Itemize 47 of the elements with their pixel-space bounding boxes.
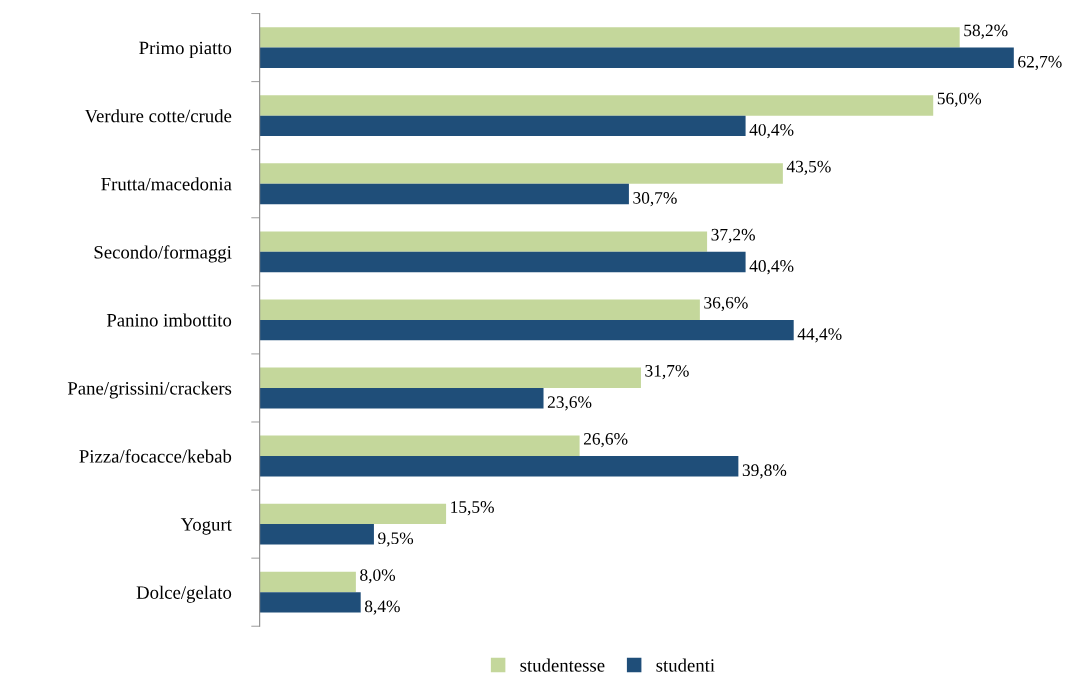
bar — [259, 367, 641, 388]
data-label: 40,4% — [749, 260, 794, 275]
bar — [259, 183, 629, 205]
data-label: 15,5% — [451, 501, 494, 516]
data-label: 9,5% — [378, 532, 414, 547]
data-label: 30,7% — [633, 192, 677, 207]
y-tick-label: Pizza/focacce/kebab — [79, 449, 232, 463]
data-label: 8,4% — [364, 600, 400, 615]
bar — [259, 387, 544, 409]
bar — [259, 524, 374, 545]
y-tick-label: Primo piatto — [139, 41, 232, 59]
y-tick-label: Panino imbottito — [106, 313, 232, 327]
data-label: 62,7% — [1018, 55, 1062, 71]
data-label: 44,4% — [797, 328, 842, 343]
legend-label: studenti — [656, 658, 715, 672]
data-label: 40,4% — [749, 123, 794, 139]
data-label: 43,5% — [786, 160, 831, 175]
data-label: 23,6% — [547, 396, 592, 411]
bar — [259, 435, 580, 457]
bar — [259, 319, 794, 341]
y-tick-label: Pane/grissini/crackers — [67, 381, 232, 399]
bar — [259, 27, 960, 48]
y-tick-label: Secondo/formaggi — [94, 245, 232, 263]
data-label: 58,2% — [964, 24, 1008, 39]
bar — [259, 299, 700, 320]
y-tick-label: Dolce/gelato — [136, 585, 232, 603]
bar — [259, 571, 356, 593]
bar — [259, 251, 746, 273]
data-label: 39,8% — [742, 464, 787, 479]
data-label: 36,6% — [704, 296, 748, 312]
bar — [259, 592, 361, 613]
bar — [259, 163, 783, 184]
y-tick-label: Verdure cotte/crude — [84, 109, 232, 123]
data-label: 26,6% — [583, 433, 628, 448]
bar — [259, 503, 447, 525]
bar — [259, 231, 708, 252]
data-label: 37,2% — [711, 228, 755, 243]
bar — [259, 115, 746, 137]
bar — [259, 47, 1014, 68]
data-label: 31,7% — [645, 364, 689, 380]
y-tick-label: Frutta/macedonia — [101, 177, 232, 191]
y-tick-label: Yogurt — [180, 518, 232, 535]
legend-label: studentesse — [520, 658, 605, 672]
data-label: 56,0% — [937, 92, 982, 107]
data-label: 8,0% — [360, 569, 396, 584]
bar — [259, 456, 739, 477]
bar — [259, 95, 934, 116]
